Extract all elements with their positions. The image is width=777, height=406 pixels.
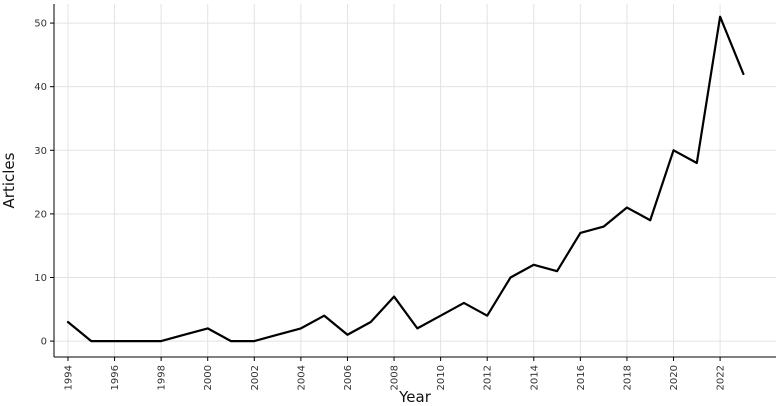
x-tick-label: 1996 <box>110 365 121 390</box>
x-tick-label: 1998 <box>157 365 168 390</box>
y-tick-label: 30 <box>34 146 47 157</box>
x-tick-label: 2020 <box>669 365 680 390</box>
x-tick-label: 2022 <box>716 365 727 390</box>
y-axis-title: Articles <box>0 152 18 208</box>
grid-lines <box>54 4 776 357</box>
axes <box>53 4 776 358</box>
x-tick-label: 1994 <box>63 365 74 390</box>
x-tick-label: 2014 <box>529 365 540 390</box>
x-tick-label: 2004 <box>296 365 307 390</box>
x-tick-label: 2006 <box>343 365 354 390</box>
x-tick-label: 2012 <box>483 365 494 390</box>
x-tick-label: 2010 <box>436 365 447 390</box>
x-tick-label: 2016 <box>576 365 587 390</box>
x-tick-label: 2000 <box>203 365 214 390</box>
x-tick-label: 2018 <box>622 365 633 390</box>
series <box>66 15 745 343</box>
y-tick-label: 10 <box>34 273 47 284</box>
x-tick-label: 2008 <box>390 365 401 390</box>
y-tick-label: 20 <box>34 209 47 220</box>
y-tick-label: 40 <box>34 82 47 93</box>
x-axis-title: Year <box>398 388 432 406</box>
y-tick-label: 50 <box>34 19 47 30</box>
x-tick-label: 2002 <box>250 365 261 390</box>
ticks: 1994 1996 1998 2000 2002 2004 2006 2008 2010 2012… <box>34 19 726 391</box>
y-tick-label: 0 <box>41 337 47 348</box>
series-line <box>66 15 745 343</box>
